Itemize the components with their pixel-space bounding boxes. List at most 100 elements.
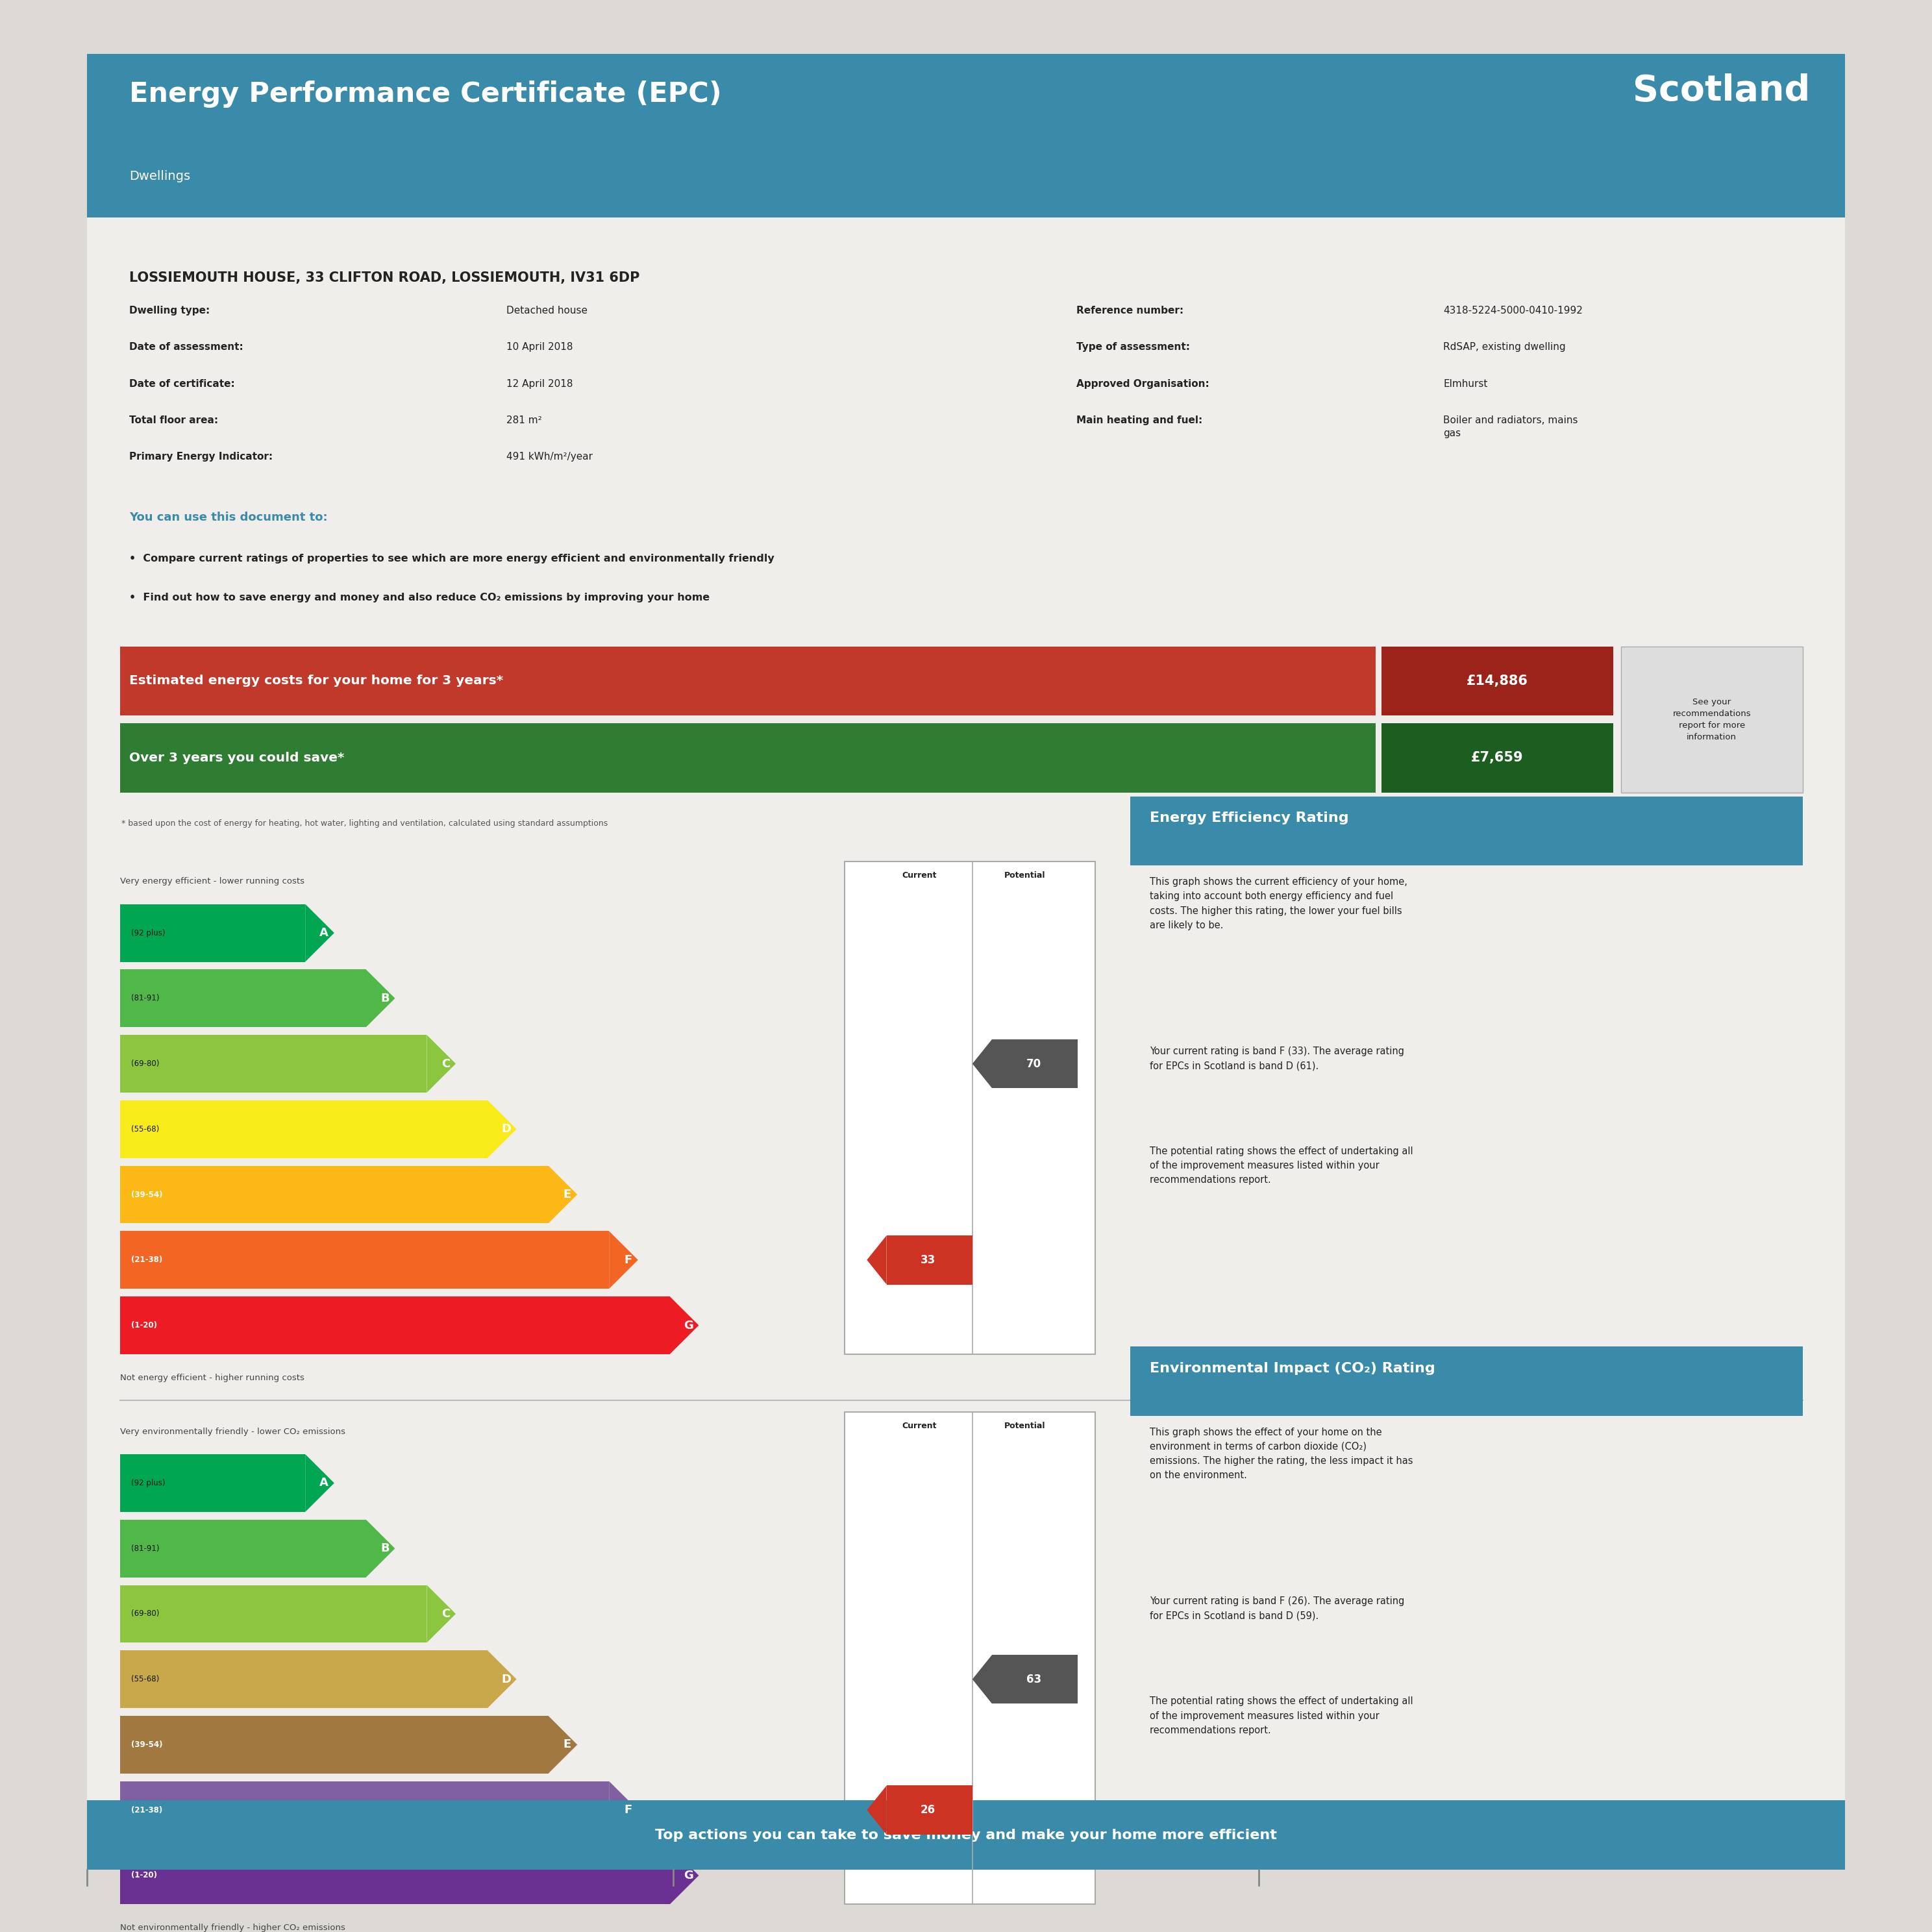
Text: D: D xyxy=(502,1122,512,1134)
Text: (69-80): (69-80) xyxy=(131,1059,160,1068)
Text: 4318-5224-5000-0410-1992: 4318-5224-5000-0410-1992 xyxy=(1443,305,1582,315)
Bar xyxy=(887,1785,972,1835)
Text: Current: Current xyxy=(902,871,937,879)
Text: G: G xyxy=(684,1320,694,1331)
Bar xyxy=(1621,647,1803,792)
Bar xyxy=(120,1847,670,1905)
Text: Top actions you can take to save money and make your home more efficient: Top actions you can take to save money a… xyxy=(655,1828,1277,1841)
Text: (81-91): (81-91) xyxy=(131,995,160,1003)
Text: A: A xyxy=(319,927,328,939)
Bar xyxy=(120,723,1376,792)
Bar xyxy=(993,1039,1078,1088)
Text: (69-80): (69-80) xyxy=(131,1609,160,1619)
Bar xyxy=(120,1036,427,1094)
Polygon shape xyxy=(972,1039,993,1088)
Bar xyxy=(120,647,1376,715)
Polygon shape xyxy=(427,1036,456,1094)
Text: 491 kWh/m²/year: 491 kWh/m²/year xyxy=(506,452,593,462)
Text: Your current rating is band F (26). The average rating
for EPCs in Scotland is b: Your current rating is band F (26). The … xyxy=(1150,1596,1405,1621)
Bar xyxy=(120,1231,609,1289)
Text: (92 plus): (92 plus) xyxy=(131,1478,166,1488)
Text: This graph shows the effect of your home on the
environment in terms of carbon d: This graph shows the effect of your home… xyxy=(1150,1428,1412,1480)
Polygon shape xyxy=(609,1231,638,1289)
Text: Scotland: Scotland xyxy=(1633,73,1810,108)
Polygon shape xyxy=(365,970,394,1028)
Text: Very energy efficient - lower running costs: Very energy efficient - lower running co… xyxy=(120,877,303,885)
Text: Current: Current xyxy=(902,1422,937,1430)
Bar xyxy=(120,1455,305,1513)
Polygon shape xyxy=(670,1296,699,1354)
Polygon shape xyxy=(867,1235,887,1285)
Bar xyxy=(120,1165,549,1223)
Polygon shape xyxy=(487,1650,516,1708)
Text: Boiler and radiators, mains
gas: Boiler and radiators, mains gas xyxy=(1443,415,1578,439)
Text: This graph shows the current efficiency of your home,
taking into account both e: This graph shows the current efficiency … xyxy=(1150,877,1406,929)
Text: Primary Energy Indicator:: Primary Energy Indicator: xyxy=(129,452,272,462)
Bar xyxy=(120,970,365,1028)
Polygon shape xyxy=(609,1781,638,1839)
Bar xyxy=(120,1716,549,1774)
Bar xyxy=(87,54,1845,218)
Text: (1-20): (1-20) xyxy=(131,1872,156,1880)
Text: Your current rating is band F (33). The average rating
for EPCs in Scotland is b: Your current rating is band F (33). The … xyxy=(1150,1047,1405,1070)
Text: Potential: Potential xyxy=(1005,1422,1045,1430)
Text: Dwelling type:: Dwelling type: xyxy=(129,305,211,315)
Text: Detached house: Detached house xyxy=(506,305,587,315)
Text: £7,659: £7,659 xyxy=(1470,752,1524,765)
Bar xyxy=(120,904,305,962)
Text: 70: 70 xyxy=(1026,1059,1041,1070)
Text: Not energy efficient - higher running costs: Not energy efficient - higher running co… xyxy=(120,1374,303,1381)
Text: 63: 63 xyxy=(1026,1673,1041,1685)
Text: Energy Efficiency Rating: Energy Efficiency Rating xyxy=(1150,811,1349,825)
Text: 12 April 2018: 12 April 2018 xyxy=(506,379,572,388)
Bar xyxy=(120,1781,609,1839)
Polygon shape xyxy=(365,1520,394,1577)
Bar xyxy=(120,1296,670,1354)
Text: E: E xyxy=(562,1188,572,1200)
Text: •  Compare current ratings of properties to see which are more energy efficient : • Compare current ratings of properties … xyxy=(129,554,775,564)
Text: 33: 33 xyxy=(920,1254,935,1265)
Text: (55-68): (55-68) xyxy=(131,1675,160,1683)
Polygon shape xyxy=(305,1455,334,1513)
Text: RdSAP, existing dwelling: RdSAP, existing dwelling xyxy=(1443,342,1565,352)
Text: Elmhurst: Elmhurst xyxy=(1443,379,1488,388)
Bar xyxy=(1381,647,1613,715)
Text: C: C xyxy=(440,1607,450,1619)
Bar xyxy=(1381,723,1613,792)
Text: Over 3 years you could save*: Over 3 years you could save* xyxy=(129,752,344,763)
Bar xyxy=(120,1101,487,1157)
Text: Total floor area:: Total floor area: xyxy=(129,415,218,425)
Text: (21-38): (21-38) xyxy=(131,1806,162,1814)
Text: E: E xyxy=(562,1739,572,1750)
Text: Date of assessment:: Date of assessment: xyxy=(129,342,243,352)
Bar xyxy=(1130,1347,1803,1416)
Text: 26: 26 xyxy=(920,1804,935,1816)
Bar xyxy=(993,1654,1078,1704)
Text: B: B xyxy=(381,993,388,1005)
Polygon shape xyxy=(972,1654,993,1704)
Text: Energy Performance Certificate (EPC): Energy Performance Certificate (EPC) xyxy=(129,81,723,108)
Text: C: C xyxy=(440,1059,450,1070)
Text: Not environmentally friendly - higher CO₂ emissions: Not environmentally friendly - higher CO… xyxy=(120,1924,346,1932)
Text: Dwellings: Dwellings xyxy=(129,170,191,184)
Bar xyxy=(120,1584,427,1642)
Text: Very environmentally friendly - lower CO₂ emissions: Very environmentally friendly - lower CO… xyxy=(120,1428,346,1435)
Bar xyxy=(120,1520,365,1577)
Polygon shape xyxy=(549,1165,578,1223)
Text: See your
recommendations
report for more
information: See your recommendations report for more… xyxy=(1673,697,1750,742)
Text: LOSSIEMOUTH HOUSE, 33 CLIFTON ROAD, LOSSIEMOUTH, IV31 6DP: LOSSIEMOUTH HOUSE, 33 CLIFTON ROAD, LOSS… xyxy=(129,270,639,284)
Text: Main heating and fuel:: Main heating and fuel: xyxy=(1076,415,1202,425)
Text: Date of certificate:: Date of certificate: xyxy=(129,379,236,388)
Text: Type of assessment:: Type of assessment: xyxy=(1076,342,1190,352)
Text: You can use this document to:: You can use this document to: xyxy=(129,512,328,524)
Bar xyxy=(120,1650,487,1708)
Bar xyxy=(87,1801,1845,1870)
Text: 10 April 2018: 10 April 2018 xyxy=(506,342,572,352)
Text: G: G xyxy=(684,1870,694,1882)
Polygon shape xyxy=(670,1847,699,1905)
Polygon shape xyxy=(867,1785,887,1835)
Text: B: B xyxy=(381,1542,388,1555)
Polygon shape xyxy=(487,1101,516,1157)
Text: (81-91): (81-91) xyxy=(131,1544,160,1553)
Text: D: D xyxy=(502,1673,512,1685)
